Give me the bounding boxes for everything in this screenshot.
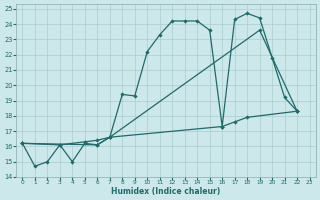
X-axis label: Humidex (Indice chaleur): Humidex (Indice chaleur) <box>111 187 220 196</box>
